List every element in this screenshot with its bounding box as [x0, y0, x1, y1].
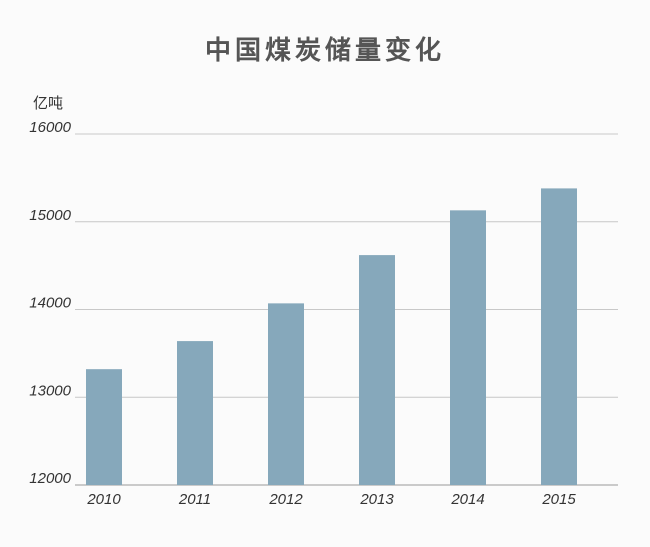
bar-2010 [86, 369, 122, 485]
gridlines [75, 133, 618, 486]
chart-title: 中国煤炭储量变化 [204, 36, 445, 66]
bars [86, 188, 577, 485]
bar-2011 [177, 341, 213, 485]
x-tick-label: 2013 [359, 491, 394, 508]
x-tick-label: 2014 [450, 491, 484, 508]
bar-2015 [541, 188, 577, 485]
x-tick-label: 2011 [178, 491, 211, 508]
x-tick-label: 2010 [86, 491, 121, 508]
bar-2012 [268, 303, 304, 485]
y-tick-label: 12000 [29, 470, 71, 487]
y-tick-label: 16000 [29, 119, 71, 136]
y-axis-ticks: 12000 13000 14000 15000 16000 [29, 119, 71, 487]
y-tick-label: 15000 [29, 207, 71, 224]
x-axis-ticks: 2010 2011 2012 2013 2014 2015 [86, 491, 576, 508]
bar-2014 [450, 210, 486, 485]
x-tick-label: 2012 [268, 491, 303, 508]
y-tick-label: 13000 [29, 382, 71, 399]
x-tick-label: 2015 [541, 491, 576, 508]
bar-2013 [359, 255, 395, 485]
y-axis-unit-label: 亿吨 [33, 94, 64, 112]
y-tick-label: 14000 [29, 295, 71, 312]
